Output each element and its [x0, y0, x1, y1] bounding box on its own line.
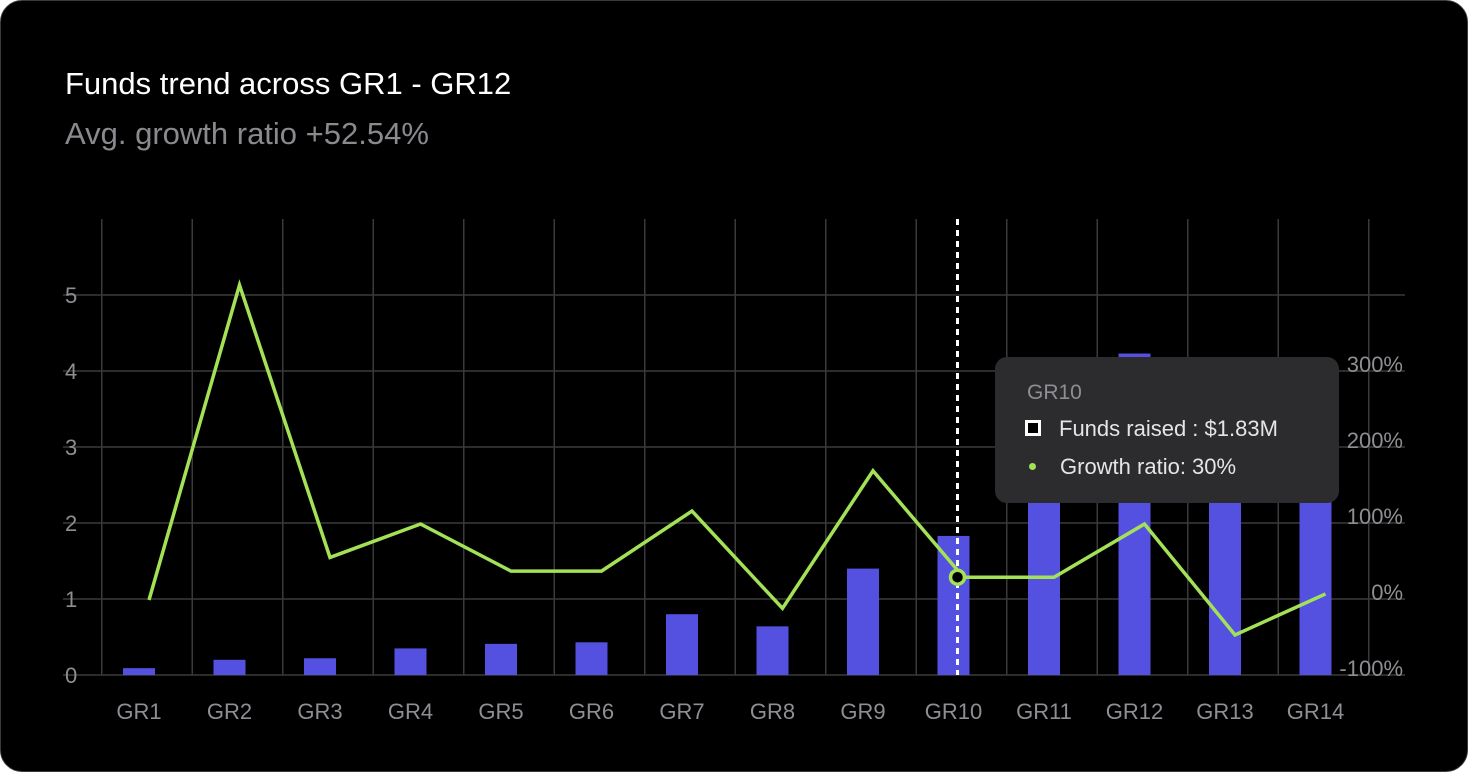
y-axis-tick-label: 1	[65, 587, 77, 612]
chart-subtitle: Avg. growth ratio +52.54%	[65, 116, 429, 151]
tooltip-title: GR10	[1027, 381, 1082, 404]
tooltip-growth-row: Growth ratio: 30%	[1025, 453, 1236, 481]
highlight-point	[948, 568, 967, 586]
bar-gr7	[666, 614, 698, 675]
funds-legend-square-icon	[1025, 420, 1041, 437]
x-axis-tick-label: GR8	[750, 699, 795, 724]
x-axis-tick-label: GR9	[840, 699, 885, 724]
x-axis-tick-label: GR13	[1196, 699, 1253, 724]
y2-axis-tick-label: 100%	[1347, 504, 1403, 529]
chart-title: Funds trend across GR1 - GR12	[65, 66, 512, 101]
y-axis-tick-label: 4	[65, 359, 77, 384]
y-axis-tick-label: 0	[65, 663, 77, 688]
y2-axis-tick-label: -100%	[1339, 656, 1403, 681]
x-axis-tick-label: GR4	[388, 699, 433, 724]
y-axis-tick-label: 3	[65, 435, 77, 460]
tooltip-growth-label: Growth ratio: 30%	[1060, 454, 1237, 479]
x-axis-tick-label: GR2	[207, 699, 252, 724]
y2-axis-tick-label: 0%	[1371, 580, 1403, 605]
x-axis-tick-label: GR1	[116, 699, 161, 724]
growth-legend-dot-icon	[1029, 462, 1036, 470]
y2-axis-tick-label: 300%	[1347, 352, 1403, 377]
bar-gr6	[575, 642, 608, 675]
tooltip-funds-label: Funds raised : $1.83M	[1059, 416, 1278, 441]
bar-gr5	[485, 643, 517, 675]
x-axis-tick-label: GR5	[478, 699, 523, 724]
bar-gr10	[937, 535, 970, 675]
bar-gr9	[847, 568, 879, 675]
x-axis-tick-label: GR14	[1287, 699, 1344, 724]
x-axis-tick-label: GR10	[925, 699, 982, 724]
x-axis-tick-label: GR6	[569, 699, 614, 724]
x-axis-tick-label: GR7	[659, 699, 704, 724]
y-axis-tick-label: 5	[65, 283, 77, 308]
x-axis-tick-label: GR11	[1016, 699, 1072, 724]
growth-ratio-line	[147, 279, 1327, 638]
y-axis-tick-label: 2	[65, 511, 77, 536]
bar-gr2	[213, 659, 246, 675]
y2-axis-tick-label: 200%	[1347, 428, 1403, 453]
tooltip-funds-row: Funds raised : $1.83M	[1025, 415, 1278, 443]
bar-gr8	[756, 626, 789, 675]
bar-gr4	[394, 648, 427, 675]
x-axis-tick-label: GR12	[1106, 699, 1163, 724]
bar-gr3	[304, 658, 336, 675]
bar-gr1	[123, 668, 155, 675]
chart-tooltip: GR10 Funds raised : $1.83M Growth ratio:…	[995, 357, 1339, 503]
x-axis-tick-label: GR3	[297, 699, 342, 724]
